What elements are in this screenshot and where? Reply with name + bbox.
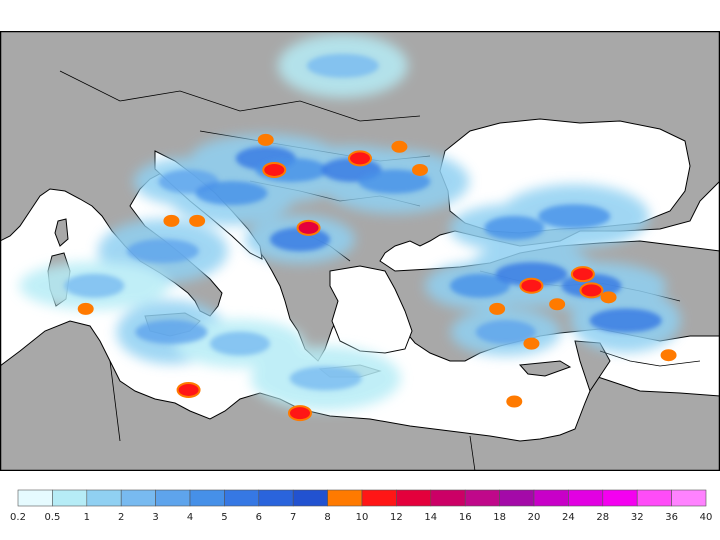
precip-core — [450, 273, 510, 298]
precip-hotspot — [489, 302, 506, 315]
precip-hotspot — [600, 291, 617, 304]
legend-label: 10 — [356, 512, 369, 523]
landmass-cyprus — [518, 360, 572, 377]
legend-swatch — [361, 489, 397, 507]
legend-swatch — [533, 489, 569, 507]
legend-swatch — [464, 489, 500, 507]
precip-hotspot — [189, 214, 206, 227]
precip-core — [589, 308, 662, 333]
precip-core — [289, 366, 362, 391]
legend-swatch — [602, 489, 638, 507]
legend-swatch — [430, 489, 466, 507]
legend-label: 3 — [152, 512, 158, 523]
legend-swatch — [52, 489, 88, 507]
legend-label: 1 — [84, 512, 90, 523]
precip-hotspot — [391, 140, 408, 153]
legend-label: 16 — [459, 512, 472, 523]
precip-hotspot — [176, 381, 201, 398]
landmass-corsica — [54, 218, 69, 247]
precip-hotspot — [523, 337, 540, 350]
landmass-north-africa — [0, 320, 720, 471]
precipitation-map — [0, 31, 720, 471]
legend-swatches — [17, 489, 707, 507]
precip-core — [195, 181, 268, 206]
precip-core — [126, 239, 199, 263]
legend-swatch — [499, 489, 535, 507]
precip-core — [538, 204, 611, 229]
legend-label: 36 — [665, 512, 678, 523]
legend-label: 18 — [493, 512, 506, 523]
precipitation-layer — [19, 33, 681, 422]
precip-hotspot — [163, 214, 180, 227]
precip-hotspot — [506, 395, 523, 408]
legend-label: 7 — [290, 512, 296, 523]
precip-hotspot — [77, 302, 94, 315]
precip-hotspot — [579, 282, 604, 299]
legend-label: 24 — [562, 512, 575, 523]
legend-swatch — [17, 489, 53, 507]
legend-swatch — [258, 489, 294, 507]
precip-core — [135, 320, 208, 345]
precip-hotspot — [296, 219, 321, 236]
precip-hotspot — [262, 161, 287, 178]
precip-core — [475, 320, 536, 345]
precip-hotspot — [519, 277, 544, 294]
legend-label: 32 — [631, 512, 644, 523]
legend-swatch — [671, 489, 707, 507]
precip-core — [358, 169, 431, 194]
legend-label: 0.2 — [10, 512, 26, 523]
precip-hotspot — [570, 266, 595, 283]
precip-core — [64, 273, 125, 298]
legend-labels: 0.2 0.5 1 2 3 4 5 6 7 8 10 12 14 16 18 20 24 28 32 36 40 — [10, 512, 712, 523]
legend-label: 12 — [390, 512, 403, 523]
precip-core — [306, 53, 379, 78]
legend-label: 14 — [424, 512, 437, 523]
legend-label: 5 — [221, 512, 227, 523]
legend-label: 8 — [324, 512, 330, 523]
precip-hotspot — [348, 150, 372, 167]
legend-swatch — [86, 489, 122, 507]
legend-swatch — [568, 489, 604, 507]
precip-core — [484, 215, 545, 240]
legend-label: 40 — [700, 512, 713, 523]
color-legend: 0.2 0.5 1 2 3 4 5 6 7 8 10 12 14 16 18 20 24 28 32 36 40 — [10, 489, 712, 523]
legend-swatch — [120, 489, 156, 507]
legend-label: 20 — [528, 512, 541, 523]
precip-hotspot — [660, 349, 677, 362]
precip-hotspot — [257, 133, 274, 146]
legend-label: 4 — [187, 512, 193, 523]
precip-hotspot — [288, 405, 312, 422]
legend-swatch — [224, 489, 260, 507]
legend-label: 28 — [596, 512, 609, 523]
precip-core — [210, 331, 270, 356]
precip-hotspot — [549, 298, 566, 311]
legend-label: 0.5 — [44, 512, 60, 523]
legend-label: 6 — [256, 512, 262, 523]
legend-swatch — [189, 489, 225, 507]
legend-swatch — [155, 489, 191, 507]
precip-core — [495, 262, 568, 287]
legend-swatch — [636, 489, 672, 507]
legend-swatch — [292, 489, 328, 507]
legend-swatch — [396, 489, 432, 507]
legend-label: 2 — [118, 512, 124, 523]
aegean-sea — [329, 265, 413, 354]
precip-hotspot — [412, 163, 428, 176]
legend-swatch — [327, 489, 363, 507]
